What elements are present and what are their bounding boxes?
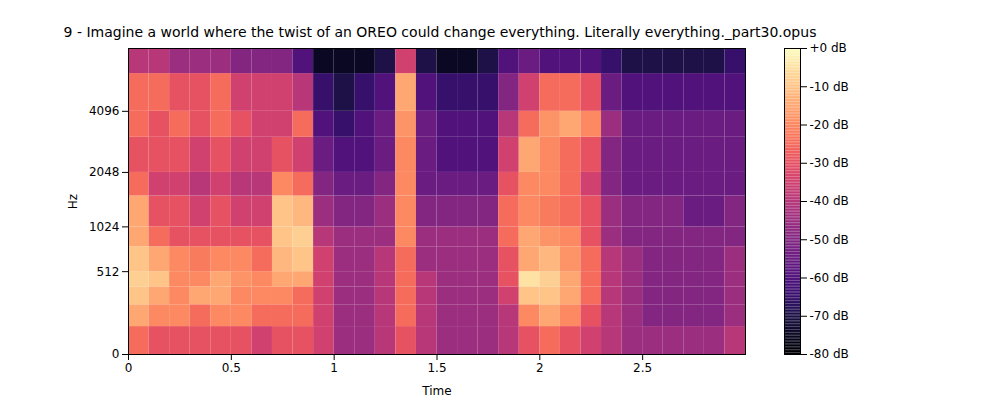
svg-text:0: 0 (125, 361, 133, 375)
svg-text:-30 dB: -30 dB (810, 156, 849, 170)
svg-text:0.5: 0.5 (222, 361, 241, 375)
svg-text:512: 512 (97, 265, 120, 279)
svg-text:Time: Time (421, 384, 451, 398)
svg-text:+0 dB: +0 dB (810, 41, 847, 55)
svg-text:2: 2 (536, 361, 544, 375)
svg-text:-50 dB: -50 dB (810, 233, 849, 247)
svg-text:-20 dB: -20 dB (810, 118, 849, 132)
svg-text:-80 dB: -80 dB (810, 347, 849, 361)
html-text:9 - Imagine a world where the: 9 - Imagine a world where the twist of a… (63, 24, 817, 40)
svg-text:1024: 1024 (89, 220, 120, 234)
svg-text:-40 dB: -40 dB (810, 194, 849, 208)
svg-text:0: 0 (112, 347, 120, 361)
svg-text:2.5: 2.5 (633, 361, 652, 375)
svg-text:-70 dB: -70 dB (810, 309, 849, 323)
svg-text:1.5: 1.5 (427, 361, 446, 375)
svg-text:1: 1 (330, 361, 338, 375)
svg-text:-60 dB: -60 dB (810, 271, 849, 285)
svg-text:-10 dB: -10 dB (810, 80, 849, 94)
svg-text:2048: 2048 (89, 165, 120, 179)
svg-text:4096: 4096 (89, 104, 120, 118)
svg-text:Hz: Hz (66, 194, 80, 209)
